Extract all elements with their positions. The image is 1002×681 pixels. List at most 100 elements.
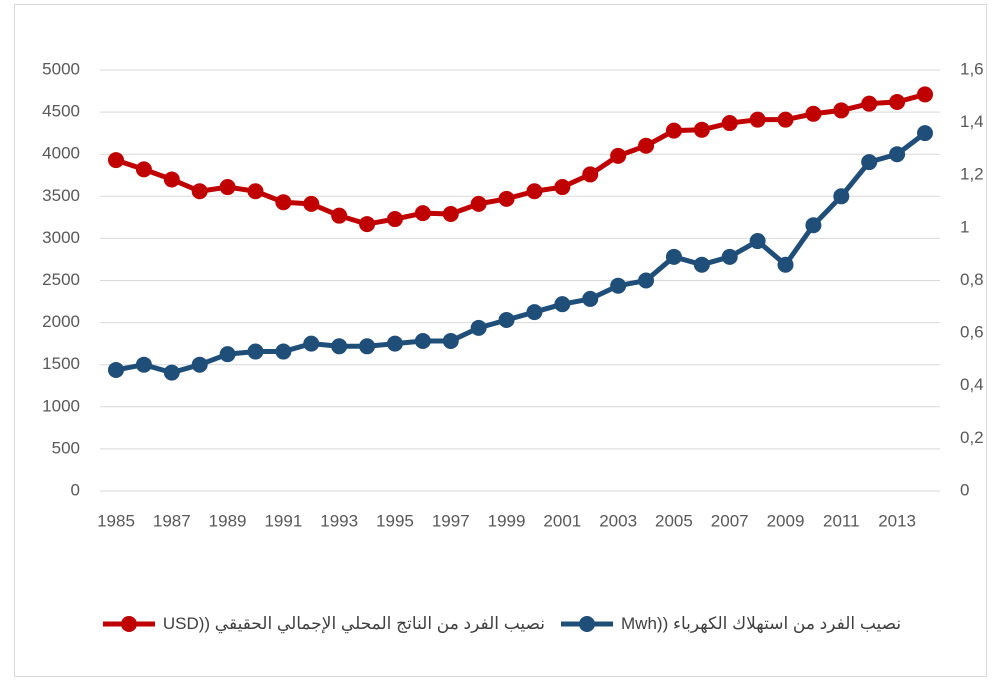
point [777, 256, 794, 273]
point [889, 93, 906, 110]
point [498, 190, 515, 207]
point [442, 205, 459, 222]
y2-tick-label: 0,4 [960, 375, 984, 394]
y-tick-label: 4500 [42, 102, 80, 121]
point [414, 205, 431, 222]
point [861, 154, 878, 171]
point [135, 161, 152, 178]
y2-tick-label: 0 [960, 480, 969, 499]
point [721, 248, 738, 265]
y2-tick-label: 0,2 [960, 428, 984, 447]
y-tick-label: 3500 [42, 186, 80, 205]
point [833, 188, 850, 205]
point [470, 319, 487, 336]
point [331, 207, 348, 224]
point [108, 152, 124, 169]
point [554, 179, 571, 196]
frame [14, 4, 987, 677]
point [917, 125, 933, 142]
x-tick-label: 2011 [823, 511, 860, 530]
x-tick-label: 1995 [376, 511, 414, 530]
point [442, 333, 459, 350]
point [331, 338, 348, 355]
point [303, 195, 320, 212]
legend-item: نصيب الفرد من استهلاك الكهرباء ((Mwh [559, 614, 901, 634]
series-line [115, 131, 927, 376]
point [414, 333, 431, 350]
point [135, 356, 152, 373]
point [610, 277, 627, 294]
y2-tick-label: 0,6 [960, 323, 984, 342]
point [163, 171, 180, 188]
x-tick-label: 2003 [599, 511, 637, 530]
point [526, 304, 543, 321]
y-tick-label: 1000 [42, 396, 80, 415]
y-tick-label: 0 [71, 480, 80, 499]
point [638, 137, 655, 154]
legend-marker [102, 616, 155, 632]
y-tick-label: 2000 [42, 312, 80, 331]
point [749, 233, 766, 250]
x-tick-label: 2005 [655, 511, 693, 530]
y-tick-label: 3000 [42, 228, 80, 247]
point [777, 111, 794, 128]
y2-tick-label: 0,8 [960, 270, 984, 289]
point [470, 195, 487, 212]
y-tick-label: 500 [52, 438, 80, 457]
legend-label: نصيب الفرد من الناتج المحلي الإجمالي الح… [162, 614, 546, 633]
point [638, 272, 655, 289]
point [805, 105, 822, 122]
point [275, 343, 292, 360]
x-tick-label: 2007 [711, 511, 749, 530]
point [582, 166, 599, 183]
point [721, 115, 738, 132]
y-tick-label: 5000 [42, 59, 80, 78]
point [526, 183, 543, 200]
point [219, 346, 236, 363]
legend-dot [579, 616, 596, 632]
series-line [115, 92, 926, 227]
point [665, 248, 682, 265]
point [359, 338, 376, 355]
point [163, 364, 180, 381]
x-tick-label: 1993 [320, 511, 358, 530]
point [805, 217, 822, 234]
point [693, 256, 710, 273]
point [861, 95, 878, 112]
legend-marker [561, 616, 614, 632]
y-tick-label: 4000 [42, 144, 80, 163]
legend: نصيب الفرد من استهلاك الكهرباء ((Mwh نصيب… [0, 614, 1002, 634]
x-tick-label: 1987 [153, 511, 191, 530]
x-tick-label: 1989 [209, 511, 247, 530]
x-tick-label: 1997 [432, 511, 470, 530]
x-tick-label: 2001 [543, 511, 581, 530]
point [665, 122, 682, 139]
point [191, 356, 208, 373]
point [498, 311, 515, 328]
point [247, 343, 264, 360]
x-tick-label: 2013 [878, 511, 916, 530]
point [749, 111, 766, 128]
point [275, 194, 292, 211]
y-tick-label: 2500 [42, 270, 80, 289]
point [610, 147, 627, 164]
x-tick-label: 1985 [97, 511, 135, 530]
point [191, 183, 208, 200]
point [917, 86, 933, 103]
point [247, 183, 264, 200]
y2-tick-label: 1,6 [960, 59, 984, 78]
x-tick-label: 2009 [767, 511, 805, 530]
point [359, 216, 376, 233]
legend-label: نصيب الفرد من استهلاك الكهرباء ((Mwh [621, 614, 902, 633]
x-tick-label: 1991 [264, 511, 302, 530]
point [303, 335, 320, 352]
legend-dot [120, 616, 137, 632]
legend-item: نصيب الفرد من الناتج المحلي الإجمالي الح… [101, 614, 545, 634]
point [108, 361, 124, 378]
point [833, 102, 850, 119]
y2-tick-label: 1,4 [960, 112, 984, 131]
y-tick-label: 1500 [42, 354, 80, 373]
point [386, 335, 403, 352]
